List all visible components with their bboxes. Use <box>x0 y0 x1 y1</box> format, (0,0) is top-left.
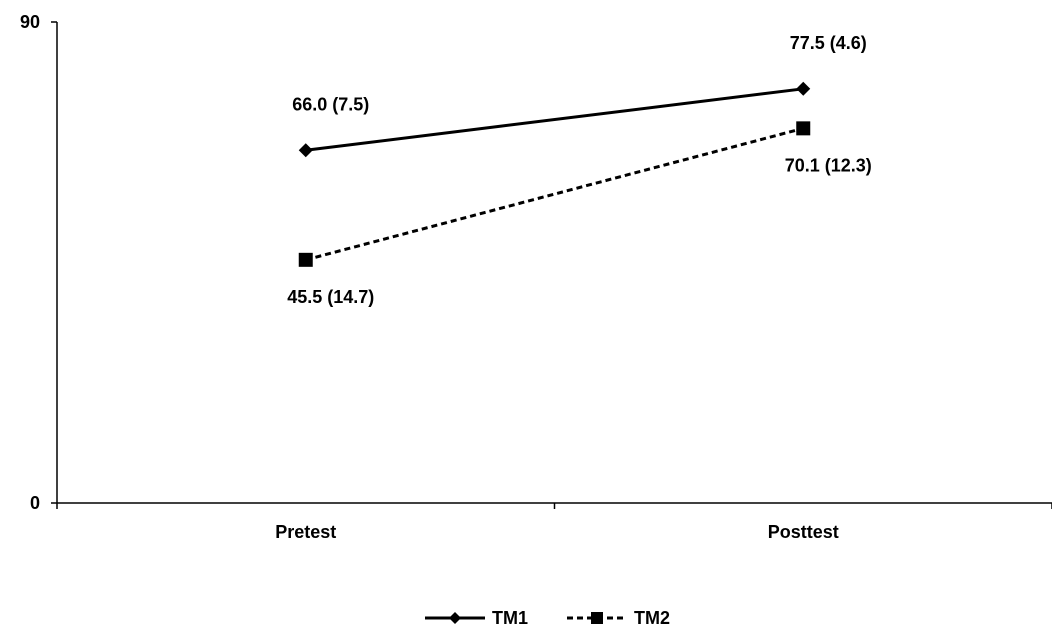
diamond-marker <box>298 143 313 158</box>
legend-label: TM2 <box>634 608 670 628</box>
legend: TM1 TM2 <box>425 608 670 628</box>
axis-ticks: 0 90 Pretest Posttest <box>20 12 1052 542</box>
legend-label: TM1 <box>492 608 528 628</box>
square-marker <box>591 612 603 624</box>
data-label: 77.5 (4.6) <box>790 33 867 53</box>
y-tick-label: 90 <box>20 12 40 32</box>
series-line-tm2 <box>305 126 804 262</box>
data-label: 70.1 (12.3) <box>785 155 872 175</box>
square-marker <box>796 121 811 136</box>
data-labels: 66.0 (7.5) 77.5 (4.6) 45.5 (14.7) 70.1 (12.… <box>287 33 872 307</box>
series-line-tm1 <box>305 87 804 152</box>
diamond-marker <box>449 612 461 624</box>
data-label: 66.0 (7.5) <box>292 94 369 114</box>
x-tick-label: Pretest <box>275 522 336 542</box>
series-layer <box>298 81 811 267</box>
diamond-marker <box>796 81 811 96</box>
x-tick-label: Posttest <box>768 522 839 542</box>
data-label: 45.5 (14.7) <box>287 287 374 307</box>
y-tick-label: 0 <box>30 493 40 513</box>
square-marker <box>298 252 313 267</box>
